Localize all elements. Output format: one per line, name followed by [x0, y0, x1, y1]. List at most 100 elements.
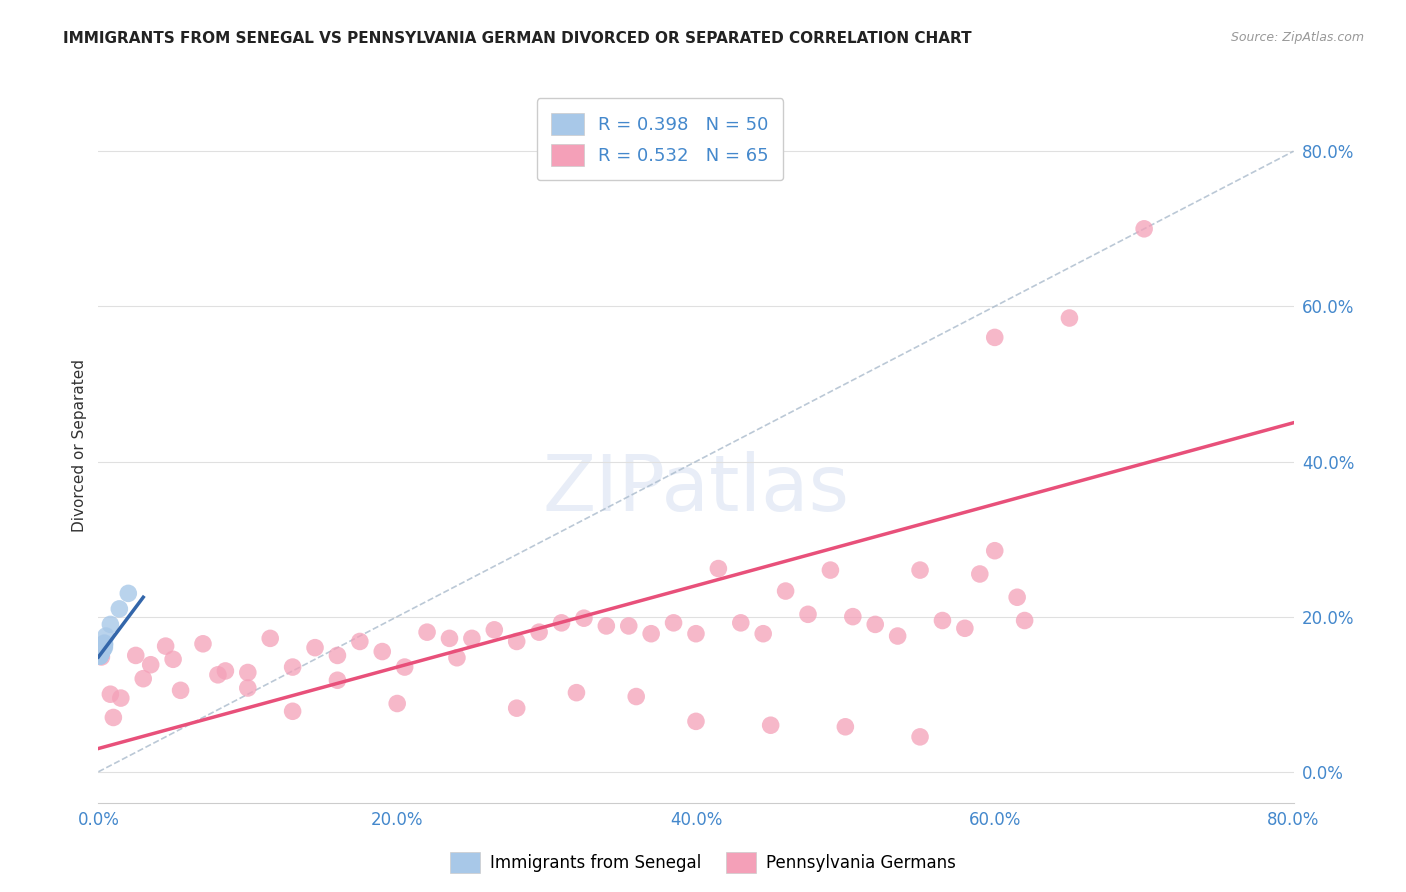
Point — [103, 710, 125, 724]
Text: ZIPatlas: ZIPatlas — [543, 450, 849, 527]
Point — [93, 638, 115, 652]
Point — [662, 615, 685, 630]
Point — [125, 648, 148, 663]
Point — [730, 615, 752, 630]
Point — [93, 640, 115, 655]
Point — [484, 623, 506, 637]
Point — [90, 646, 112, 660]
Point — [89, 648, 111, 662]
Point — [91, 639, 114, 653]
Point — [90, 639, 112, 653]
Point — [90, 644, 112, 658]
Point — [752, 626, 775, 640]
Point — [90, 643, 112, 657]
Point — [385, 697, 409, 711]
Point — [820, 563, 842, 577]
Point — [617, 619, 640, 633]
Legend: Immigrants from Senegal, Pennsylvania Germans: Immigrants from Senegal, Pennsylvania Ge… — [443, 846, 963, 880]
Point — [506, 701, 529, 715]
Point — [506, 634, 529, 648]
Point — [326, 673, 349, 688]
Point — [89, 649, 111, 664]
Point — [162, 652, 184, 666]
Point — [1133, 222, 1156, 236]
Point — [527, 625, 550, 640]
Point — [89, 648, 111, 663]
Point — [89, 649, 111, 664]
Point — [91, 640, 114, 655]
Point — [89, 648, 111, 663]
Point — [90, 645, 112, 659]
Point — [281, 660, 304, 674]
Point — [394, 660, 416, 674]
Point — [886, 629, 908, 643]
Point — [93, 636, 115, 650]
Point — [842, 609, 865, 624]
Point — [908, 563, 931, 577]
Point — [304, 640, 326, 655]
Point — [90, 646, 112, 660]
Point — [207, 668, 229, 682]
Point — [984, 543, 1007, 558]
Point — [155, 639, 177, 653]
Point — [108, 602, 131, 616]
Point — [259, 632, 281, 646]
Point — [953, 621, 976, 635]
Point — [91, 640, 114, 654]
Point — [90, 642, 112, 657]
Point — [969, 566, 991, 581]
Point — [90, 645, 112, 659]
Point — [89, 647, 111, 661]
Point — [214, 664, 236, 678]
Point — [707, 561, 730, 575]
Point — [685, 714, 707, 729]
Point — [89, 640, 111, 655]
Point — [98, 617, 122, 632]
Point — [93, 638, 115, 652]
Point — [626, 690, 648, 704]
Point — [1014, 614, 1036, 628]
Point — [91, 640, 114, 655]
Point — [1059, 311, 1081, 326]
Point — [1005, 591, 1028, 605]
Point — [595, 619, 617, 633]
Point — [908, 730, 931, 744]
Point — [640, 626, 662, 640]
Point — [90, 644, 112, 658]
Point — [572, 611, 595, 625]
Point — [90, 644, 112, 658]
Point — [89, 647, 111, 661]
Point — [550, 615, 572, 630]
Point — [91, 641, 114, 656]
Point — [191, 637, 214, 651]
Point — [371, 644, 394, 658]
Point — [98, 687, 122, 701]
Point — [91, 640, 114, 655]
Point — [90, 644, 112, 658]
Point — [139, 657, 162, 672]
Point — [91, 640, 114, 654]
Point — [685, 626, 707, 640]
Point — [90, 642, 112, 657]
Point — [91, 640, 114, 655]
Point — [91, 638, 114, 652]
Point — [91, 642, 114, 657]
Point — [834, 720, 856, 734]
Point — [461, 632, 484, 646]
Point — [91, 638, 114, 652]
Point — [90, 643, 112, 657]
Point — [91, 638, 114, 652]
Point — [89, 644, 111, 658]
Point — [90, 644, 112, 658]
Point — [117, 586, 139, 600]
Point — [281, 704, 304, 718]
Point — [90, 644, 112, 658]
Point — [236, 665, 259, 680]
Point — [91, 640, 114, 655]
Point — [89, 648, 111, 663]
Point — [236, 681, 259, 695]
Point — [132, 672, 155, 686]
Point — [93, 637, 115, 651]
Point — [565, 686, 588, 700]
Point — [416, 625, 439, 640]
